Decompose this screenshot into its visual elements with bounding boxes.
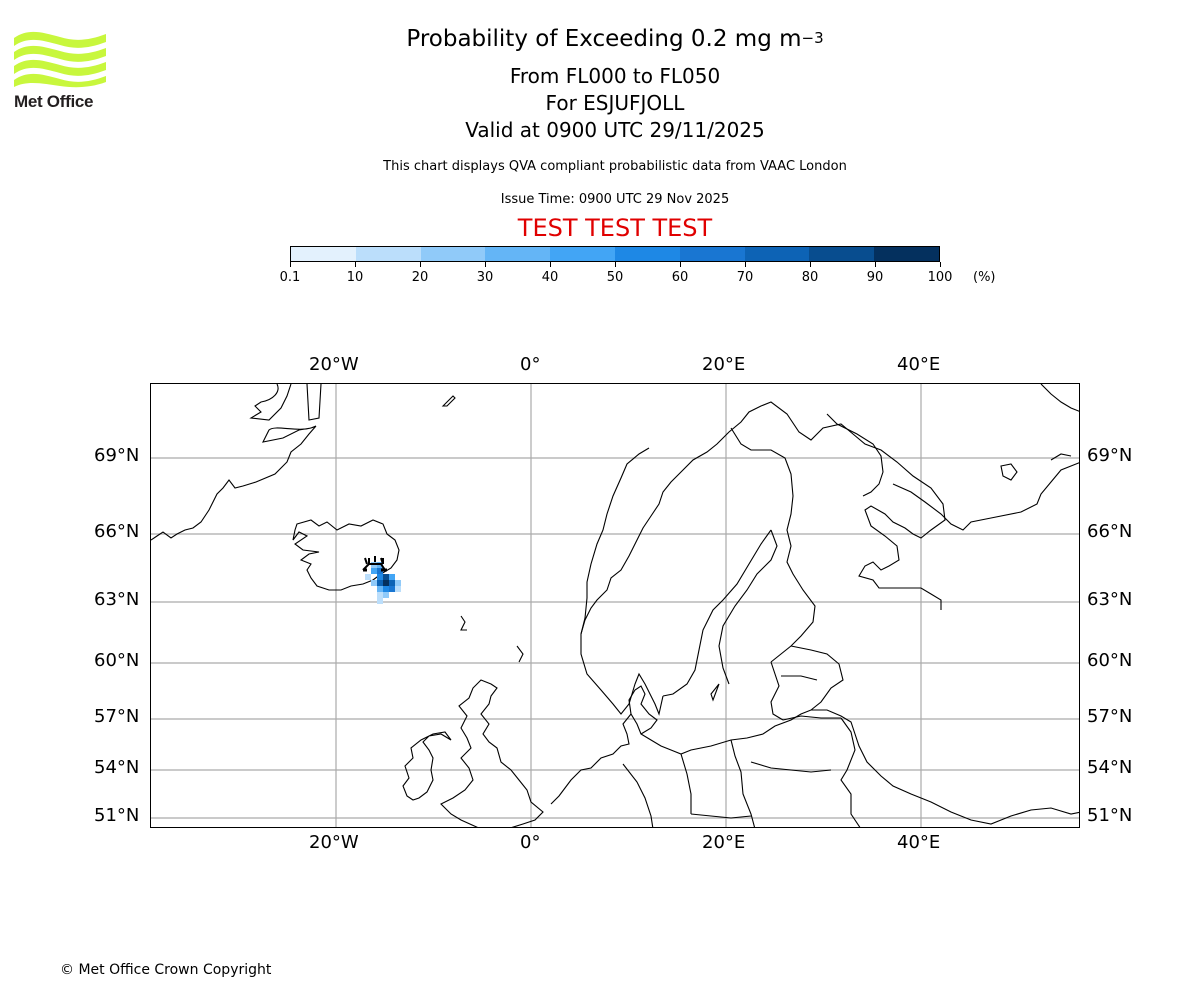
- colorbar-segment: [679, 247, 745, 261]
- colorbar-tick: [679, 262, 681, 267]
- colorbar-tick: [874, 262, 876, 267]
- lon-label-top: 20°W: [309, 354, 359, 375]
- level-range: From FL000 to FL050: [509, 64, 721, 88]
- lon-label-top: 40°E: [897, 354, 941, 375]
- met-office-logo: Met Office: [14, 30, 106, 111]
- colorbar-tick-label: 10: [346, 270, 364, 285]
- jan-mayen: [441, 395, 456, 407]
- baltic-borders: [622, 645, 861, 827]
- colorbar-segment: [355, 247, 421, 261]
- met-office-waves-icon: [14, 31, 106, 88]
- novaya-zemlya: [1040, 384, 1079, 412]
- colorbar-tick-label: 80: [801, 270, 819, 285]
- lat-label-right: 57°N: [1087, 706, 1133, 727]
- colorbar-tick-label: 50: [606, 270, 624, 285]
- map-panel[interactable]: [150, 383, 1080, 828]
- shetland-islands: [516, 645, 524, 663]
- map-canvas: [151, 384, 1079, 827]
- colorbar-tick: [744, 262, 746, 267]
- ireland-coast: [402, 731, 452, 801]
- issue-time: Issue Time: 0900 UTC 29 Nov 2025: [500, 192, 730, 207]
- valid-time: Valid at 0900 UTC 29/11/2025: [465, 118, 765, 142]
- gotland: [710, 683, 720, 702]
- lat-label-left: 51°N: [94, 805, 140, 826]
- lat-label-left: 66°N: [94, 521, 140, 542]
- chart-description: This chart displays QVA compliant probab…: [383, 159, 847, 174]
- colorbar-tick-label: 60: [671, 270, 689, 285]
- lat-label-left: 54°N: [94, 757, 140, 778]
- lon-label-bottom: 0°: [520, 832, 541, 853]
- colorbar-tick-label: 0.1: [279, 270, 301, 285]
- coastlines: [151, 384, 1079, 827]
- colorbar-segment: [485, 247, 551, 261]
- colorbar-tick: [419, 262, 421, 267]
- colorbar-tick: [289, 262, 291, 267]
- continental-europe-coast: [550, 709, 1079, 825]
- scandinavia-coast: [580, 401, 946, 635]
- denmark-coast: [628, 685, 658, 735]
- lon-label-top: 0°: [520, 354, 541, 375]
- colorbar-tick-label: 40: [541, 270, 559, 285]
- south-norway: [580, 634, 664, 716]
- colorbar-tick-label: 70: [736, 270, 754, 285]
- volcano-name: For ESJUFJOLL: [545, 91, 685, 115]
- faroe-islands: [460, 615, 467, 631]
- colorbar-segment: [744, 247, 810, 261]
- colorbar-tick-label: 30: [476, 270, 494, 285]
- lon-label-bottom: 20°W: [309, 832, 359, 853]
- lat-label-right: 69°N: [1087, 445, 1133, 466]
- title-superscript: −3: [801, 29, 824, 47]
- title-text: Probability of Exceeding 0.2 mg m: [406, 26, 802, 52]
- colorbar-tick: [549, 262, 551, 267]
- colorbar-tick: [939, 262, 941, 267]
- colorbar-unit: (%): [973, 270, 996, 285]
- colorbar-segment: [420, 247, 486, 261]
- colorbar: [290, 246, 940, 262]
- lat-label-right: 66°N: [1087, 521, 1133, 542]
- colorbar-tick: [354, 262, 356, 267]
- colorbar-tick: [614, 262, 616, 267]
- kola-white-sea: [826, 413, 1079, 531]
- copyright-notice: © Met Office Crown Copyright: [60, 962, 272, 978]
- lat-label-left: 60°N: [94, 650, 140, 671]
- chart-title: Probability of Exceeding 0.2 mg m−3: [0, 26, 1200, 52]
- lat-label-left: 57°N: [94, 706, 140, 727]
- sweden-finland-border: [730, 427, 816, 663]
- lat-label-left: 69°N: [94, 445, 140, 466]
- lat-label-left: 63°N: [94, 589, 140, 610]
- iceland-coast: [292, 519, 400, 591]
- test-banner: TEST TEST TEST: [517, 214, 713, 242]
- logo-text: Met Office: [14, 92, 94, 111]
- gulf-of-bothnia: [662, 529, 778, 697]
- great-britain-coast: [440, 679, 544, 827]
- colorbar-segment: [550, 247, 615, 261]
- colorbar-segment: [874, 247, 939, 261]
- lon-label-bottom: 20°E: [702, 832, 746, 853]
- volcano-icon[interactable]: [362, 556, 387, 572]
- colorbar-segment: [614, 247, 680, 261]
- colorbar-segment: [809, 247, 875, 261]
- colorbar-tick-label: 100: [927, 270, 953, 285]
- colorbar-tick: [809, 262, 811, 267]
- lat-label-right: 54°N: [1087, 757, 1133, 778]
- colorbar-segment: [291, 247, 356, 261]
- lat-label-right: 51°N: [1087, 805, 1133, 826]
- colorbar-tick: [484, 262, 486, 267]
- norway-sweden-border: [580, 447, 650, 635]
- lat-label-right: 60°N: [1087, 650, 1133, 671]
- colorbar-tick-label: 20: [411, 270, 429, 285]
- lat-label-right: 63°N: [1087, 589, 1133, 610]
- lon-label-bottom: 40°E: [897, 832, 941, 853]
- greenland-coast: [151, 384, 322, 541]
- colorbar-tick-label: 90: [866, 270, 884, 285]
- lon-label-top: 20°E: [702, 354, 746, 375]
